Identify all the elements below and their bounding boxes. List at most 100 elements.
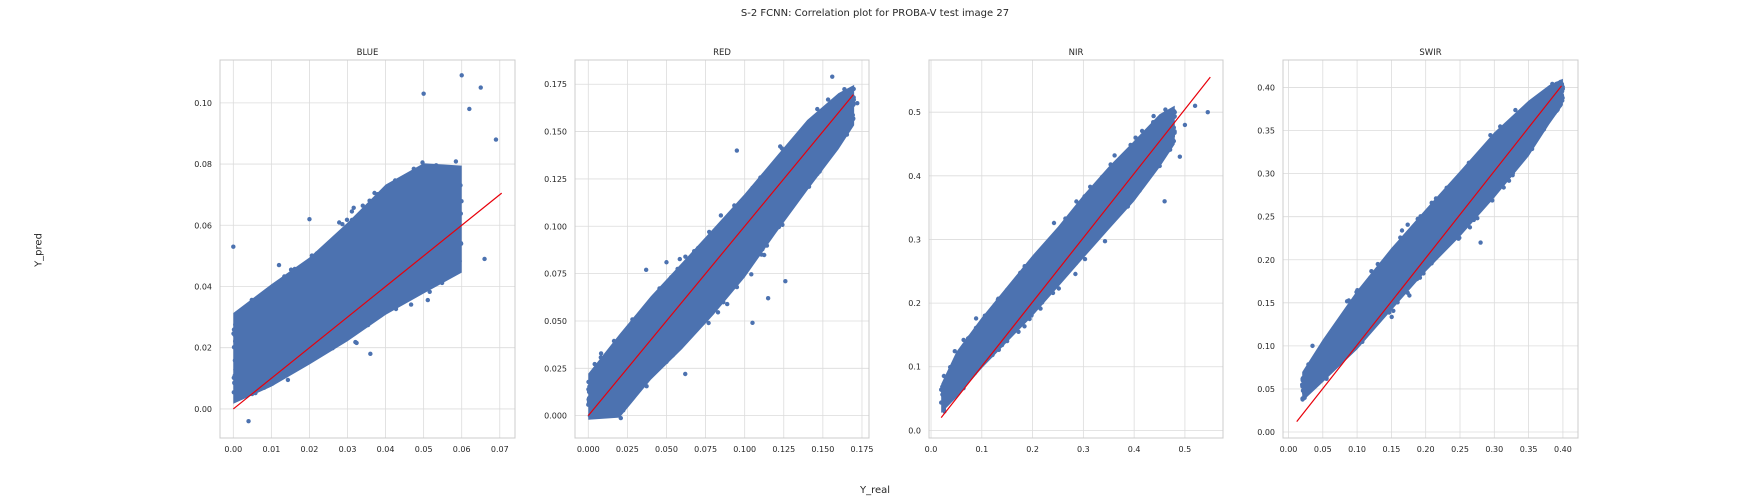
scatter-point [952,349,957,354]
x-tick-label: 0.1 [975,445,988,454]
x-tick-label: 0.2 [1026,445,1039,454]
x-tick-label: 0.150 [811,445,834,454]
scatter-point [1182,122,1188,128]
scatter-point [1177,154,1183,159]
scatter-point [718,213,724,218]
scatter-point [683,254,688,259]
figure-title: S-2 FCNN: Correlation plot for PROBA-V t… [740,8,1010,19]
scatter-point [749,272,754,277]
axes-frame [574,59,870,439]
y-tick-label: 0.10 [194,99,212,108]
y-tick-label: 0.1 [908,363,921,372]
y-tick-label: 0.025 [544,364,567,373]
scatter-point [1102,239,1108,244]
fit-line [940,76,1211,419]
x-tick-label: 0.02 [301,445,319,454]
scatter-point-cloud [233,163,462,404]
y-tick-label: 0.2 [908,299,921,308]
y-tick-label: 0.125 [544,175,567,184]
scatter-point [973,316,979,321]
scatter-point [421,91,426,96]
scatter-points [1300,78,1566,402]
scatter-point [440,247,445,252]
y-tick-label: 0.075 [544,270,567,279]
scatter-point [706,320,711,326]
x-tick-label: 0.075 [694,445,717,454]
scatter-points [231,73,499,424]
scatter-point [368,351,373,357]
scatter-point [276,262,282,268]
scatter-point [478,85,483,90]
x-tick-label: 0.100 [733,445,756,454]
x-tick-label: 0.0 [925,445,938,454]
scatter-point [344,217,350,222]
scatter-point [354,340,359,346]
y-tick-label: 0.08 [194,160,212,169]
scatter-point [683,371,688,377]
x-tick-label: 0.050 [655,445,678,454]
scatter-point [1151,113,1156,119]
scatter-point [598,351,604,356]
x-tick-label: 0.00 [224,445,242,454]
x-tick-label: 0.000 [577,445,600,454]
x-tick-label: 0.07 [491,445,509,454]
fit-line [232,192,503,410]
scatter-point [750,320,755,326]
scatter-point [778,144,783,149]
subplot-title: NIR [1069,48,1084,58]
x-tick-label: 0.4 [1128,445,1141,454]
scatter-point [307,216,312,222]
scatter-point [1172,109,1177,115]
scatter-point [1112,153,1117,158]
x-tick-label: 0.04 [377,445,395,454]
scatter-point [855,100,860,106]
scatter-point [351,205,356,210]
scatter-point [425,297,430,303]
x-tick-label: 0.01 [262,445,280,454]
scatter-point [715,310,721,315]
x-tick-label: 0.5 [1179,445,1192,454]
fit-line [587,94,854,417]
scatter-point [285,377,291,383]
scatter-point [231,244,236,249]
scatter-point [734,148,740,153]
x-tick-label: 0.03 [339,445,357,454]
y-tick-label: 0.3 [908,235,921,244]
scatter-point [830,74,835,79]
x-tick-label: 0.125 [772,445,795,454]
scatter-point [493,137,499,142]
scatter-point [725,301,730,307]
scatter-point-cloud [588,84,855,420]
x-tick-label: 0.05 [415,445,433,454]
scatter-point [815,106,820,112]
scatter-point [1205,109,1210,115]
scatter-point [1073,271,1078,277]
scatter-point [467,106,472,112]
y-tick-label: 0.175 [544,80,567,89]
scatter-point [1162,199,1167,204]
y-tick-label: 0.050 [544,317,567,326]
subplot-title: RED [713,48,731,58]
scatter-point [408,302,414,307]
x-tick-label: 0.3 [1077,445,1090,454]
scatter-point [482,256,487,262]
scatter-point [372,190,377,196]
scatter-point [765,296,771,301]
scatter-point [246,418,251,424]
axes-frame [928,59,1224,439]
y-tick-label: 0.04 [194,282,212,291]
y-tick-label: 0.02 [194,344,212,353]
scatter-point-cloud [941,105,1175,414]
scatter-point [340,222,345,227]
y-tick-label: 0.5 [908,108,921,117]
scatter-point [825,97,831,102]
scatter-point [453,159,459,164]
scatter-point [459,73,464,78]
y-tick-label: 0.150 [544,128,567,137]
scatter-point [1051,220,1057,226]
subplot-red: RED 0.000 0.025 0.050 0.075 0.100 0.125 0.150 0.… [544,48,873,454]
y-tick-label: 0.000 [544,412,567,421]
